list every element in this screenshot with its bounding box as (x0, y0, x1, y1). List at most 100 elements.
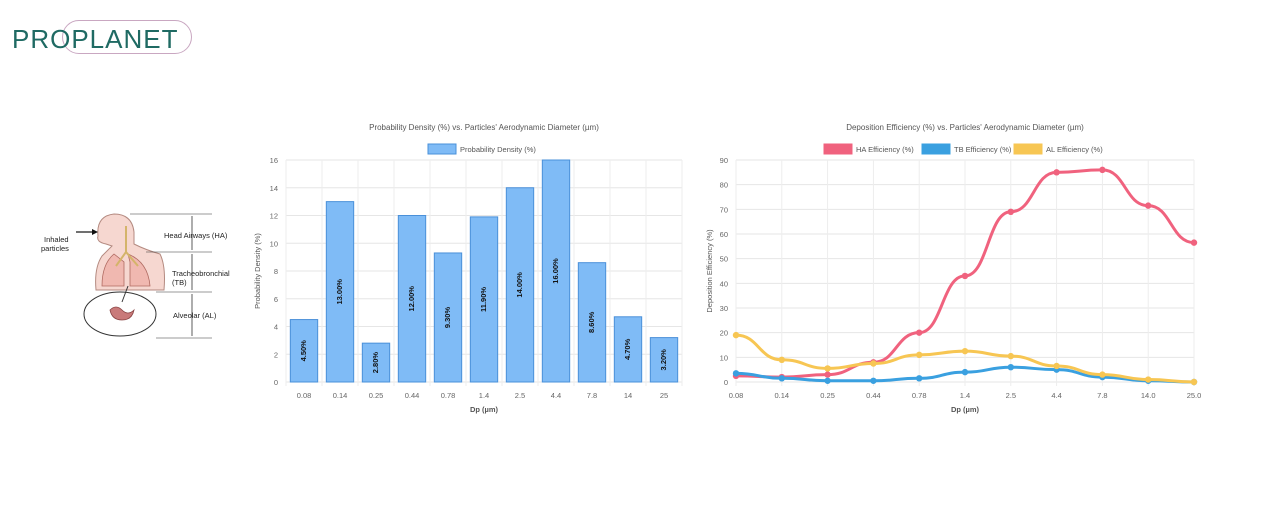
x-tick-label: 25.0 (1187, 391, 1202, 400)
y-tick-label: 30 (720, 304, 728, 313)
series-point-2 (1145, 376, 1152, 383)
y-tick-label: 40 (720, 279, 728, 288)
logo-text: PROPLANET (12, 24, 179, 54)
x-axis-title: Dp (µm) (470, 405, 499, 414)
human-outline-illustration (76, 213, 212, 339)
series-point-2 (732, 331, 740, 339)
y-tick-label: 16 (270, 156, 278, 165)
x-tick-label: 25 (660, 391, 668, 400)
y-axis-title: Deposition Efficiency (%) (705, 229, 714, 313)
bar-4.4 (541, 159, 571, 383)
legend-label-0: HA Efficiency (%) (856, 145, 914, 154)
y-tick-label: 6 (274, 295, 278, 304)
bar-data-label: 8.60% (587, 311, 596, 333)
deposition-efficiency-line-chart: Deposition Efficiency (%) vs. Particles'… (705, 123, 1202, 414)
series-point-0 (824, 371, 831, 378)
tracheobronchial-label: Tracheobronchial (172, 269, 230, 278)
bar-data-label: 11.90% (479, 287, 488, 312)
probability-density-bar-chart: Probability Density (%) vs. Particles' A… (253, 123, 683, 414)
series-point-2 (1053, 362, 1060, 370)
series-point-2 (1190, 378, 1198, 386)
x-tick-label: 0.14 (333, 391, 348, 400)
series-point-1 (824, 377, 831, 384)
bar-0.08 (289, 319, 319, 383)
y-axis-title: Probability Density (%) (253, 233, 262, 309)
alveolar-label: Alveolar (AL) (173, 311, 217, 320)
y-tick-label: 90 (720, 156, 728, 165)
y-tick-label: 12 (270, 212, 278, 221)
x-tick-label: 14.0 (1141, 391, 1156, 400)
x-tick-label: 4.4 (551, 391, 561, 400)
bar-0.25 (361, 342, 391, 383)
series-point-1 (916, 375, 923, 382)
series-point-2 (870, 360, 877, 367)
bar-data-label: 14.00% (515, 272, 524, 298)
bar-0.14 (325, 201, 355, 383)
y-tick-label: 0 (274, 378, 278, 387)
respiratory-tract-diagram: Inhaled particles Head Airways (HA) Trac… (41, 213, 230, 339)
y-tick-label: 10 (720, 353, 728, 362)
logo-outline (62, 20, 192, 54)
inhaled-label: Inhaled (44, 235, 69, 244)
series-point-2 (916, 351, 923, 359)
x-tick-label: 7.8 (587, 391, 597, 400)
x-tick-label: 4.4 (1051, 391, 1061, 400)
y-tick-label: 20 (720, 329, 728, 338)
x-tick-label: 0.78 (441, 391, 456, 400)
bar-data-label: 13.00% (335, 279, 344, 305)
x-tick-label: 14 (624, 391, 632, 400)
series-point-1 (732, 370, 740, 377)
bar-25 (649, 337, 679, 383)
bar-data-label: 3.20% (659, 349, 668, 371)
x-axis-title: Dp (µm) (951, 405, 980, 414)
legend-swatch-0 (823, 143, 853, 155)
series-point-0 (1190, 239, 1198, 246)
legend-label-1: TB Efficiency (%) (954, 145, 1012, 154)
series-point-0 (1145, 202, 1152, 209)
y-tick-label: 60 (720, 230, 728, 239)
y-tick-label: 8 (274, 267, 278, 276)
legend-swatch-2 (1013, 143, 1043, 155)
series-point-0 (961, 272, 969, 280)
bar-data-label: 16.00% (551, 258, 560, 284)
proplanet-logo: PROPLANET (8, 14, 194, 56)
bar-7.8 (577, 262, 607, 383)
bar-2.5 (505, 187, 535, 383)
y-tick-label: 80 (720, 181, 728, 190)
series-point-2 (778, 356, 785, 363)
x-tick-label: 0.78 (912, 391, 927, 400)
y-tick-label: 50 (720, 255, 728, 264)
series-point-2 (1099, 371, 1106, 378)
y-tick-label: 70 (720, 205, 728, 214)
legend-label-2: AL Efficiency (%) (1046, 145, 1103, 154)
legend-swatch (427, 143, 457, 155)
legend-swatch-1 (921, 143, 951, 155)
bar-0.44 (397, 215, 427, 383)
bar-data-label: 4.70% (623, 338, 632, 360)
x-tick-label: 2.5 (515, 391, 525, 400)
x-tick-label: 0.44 (866, 391, 881, 400)
bar-1.4 (469, 216, 499, 383)
chart-title: Deposition Efficiency (%) vs. Particles'… (846, 123, 1084, 132)
x-tick-label: 0.44 (405, 391, 420, 400)
series-point-0 (916, 329, 923, 336)
x-tick-label: 0.08 (729, 391, 744, 400)
x-tick-label: 2.5 (1006, 391, 1016, 400)
series-point-1 (961, 368, 969, 376)
series-point-0 (1053, 169, 1060, 176)
x-tick-label: 1.4 (479, 391, 489, 400)
bar-data-label: 2.80% (371, 352, 380, 374)
x-tick-label: 0.25 (820, 391, 835, 400)
bar-14 (613, 316, 643, 383)
y-tick-label: 10 (270, 239, 278, 248)
head-airways-label: Head Airways (HA) (164, 231, 228, 240)
x-tick-label: 7.8 (1097, 391, 1107, 400)
bar-0.78 (433, 252, 463, 383)
y-tick-label: 0 (724, 378, 728, 387)
series-point-2 (1007, 352, 1014, 360)
x-tick-label: 1.4 (960, 391, 970, 400)
series-point-2 (961, 347, 969, 355)
x-tick-label: 0.14 (774, 391, 789, 400)
particles-label: particles (41, 244, 69, 253)
y-tick-label: 4 (274, 323, 278, 332)
